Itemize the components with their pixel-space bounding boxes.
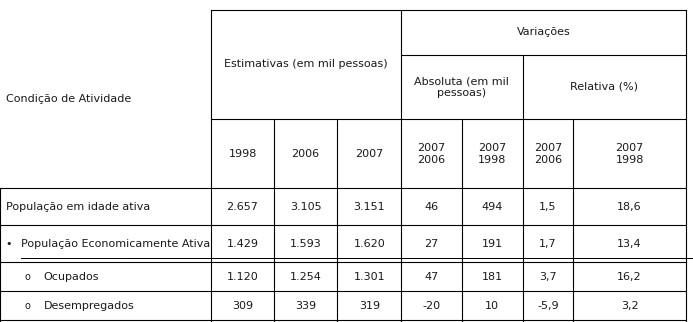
- Text: Condição de Atividade: Condição de Atividade: [6, 94, 131, 104]
- Text: 2.657: 2.657: [227, 202, 258, 212]
- Text: 1,5: 1,5: [539, 202, 556, 212]
- Text: 1.301: 1.301: [353, 272, 385, 282]
- Text: -5,9: -5,9: [537, 301, 559, 311]
- Text: 1998: 1998: [229, 149, 256, 159]
- Text: 1.120: 1.120: [227, 272, 258, 282]
- Text: 27: 27: [424, 239, 439, 249]
- Text: o: o: [25, 272, 30, 282]
- Text: 191: 191: [482, 239, 502, 249]
- Text: 2006: 2006: [292, 149, 319, 159]
- Text: 1.429: 1.429: [227, 239, 258, 249]
- Text: 47: 47: [424, 272, 439, 282]
- Text: 3.151: 3.151: [353, 202, 385, 212]
- Text: 13,4: 13,4: [617, 239, 642, 249]
- Text: 2007
1998: 2007 1998: [478, 143, 506, 165]
- Text: 494: 494: [482, 202, 502, 212]
- Text: 10: 10: [485, 301, 499, 311]
- Text: Relativa (%): Relativa (%): [570, 82, 638, 92]
- Text: 319: 319: [359, 301, 380, 311]
- Text: População em idade ativa: População em idade ativa: [6, 202, 150, 212]
- Text: Absoluta (em mil
pessoas): Absoluta (em mil pessoas): [414, 76, 509, 98]
- Text: População Economicamente Ativa: População Economicamente Ativa: [21, 239, 210, 249]
- Text: 1,7: 1,7: [539, 239, 556, 249]
- Text: •: •: [6, 239, 12, 249]
- Text: 3,2: 3,2: [621, 301, 638, 311]
- Text: 2007
1998: 2007 1998: [615, 143, 644, 165]
- Text: -20: -20: [422, 301, 441, 311]
- Text: 3,7: 3,7: [539, 272, 556, 282]
- Text: 2007: 2007: [356, 149, 383, 159]
- Text: Estimativas (em mil pessoas): Estimativas (em mil pessoas): [225, 59, 388, 70]
- Text: 339: 339: [295, 301, 316, 311]
- Text: 1.254: 1.254: [290, 272, 322, 282]
- Text: 309: 309: [232, 301, 253, 311]
- Text: Desempregados: Desempregados: [44, 301, 134, 311]
- Text: 181: 181: [482, 272, 502, 282]
- Text: 1.620: 1.620: [353, 239, 385, 249]
- Text: Ocupados: Ocupados: [44, 272, 99, 282]
- Text: 16,2: 16,2: [617, 272, 642, 282]
- Text: 46: 46: [424, 202, 439, 212]
- Text: 2007
2006: 2007 2006: [417, 143, 446, 165]
- Text: 18,6: 18,6: [617, 202, 642, 212]
- Text: o: o: [25, 301, 30, 311]
- Text: 3.105: 3.105: [290, 202, 322, 212]
- Text: Variações: Variações: [517, 27, 570, 37]
- Text: 2007
2006: 2007 2006: [534, 143, 562, 165]
- Text: 1.593: 1.593: [290, 239, 322, 249]
